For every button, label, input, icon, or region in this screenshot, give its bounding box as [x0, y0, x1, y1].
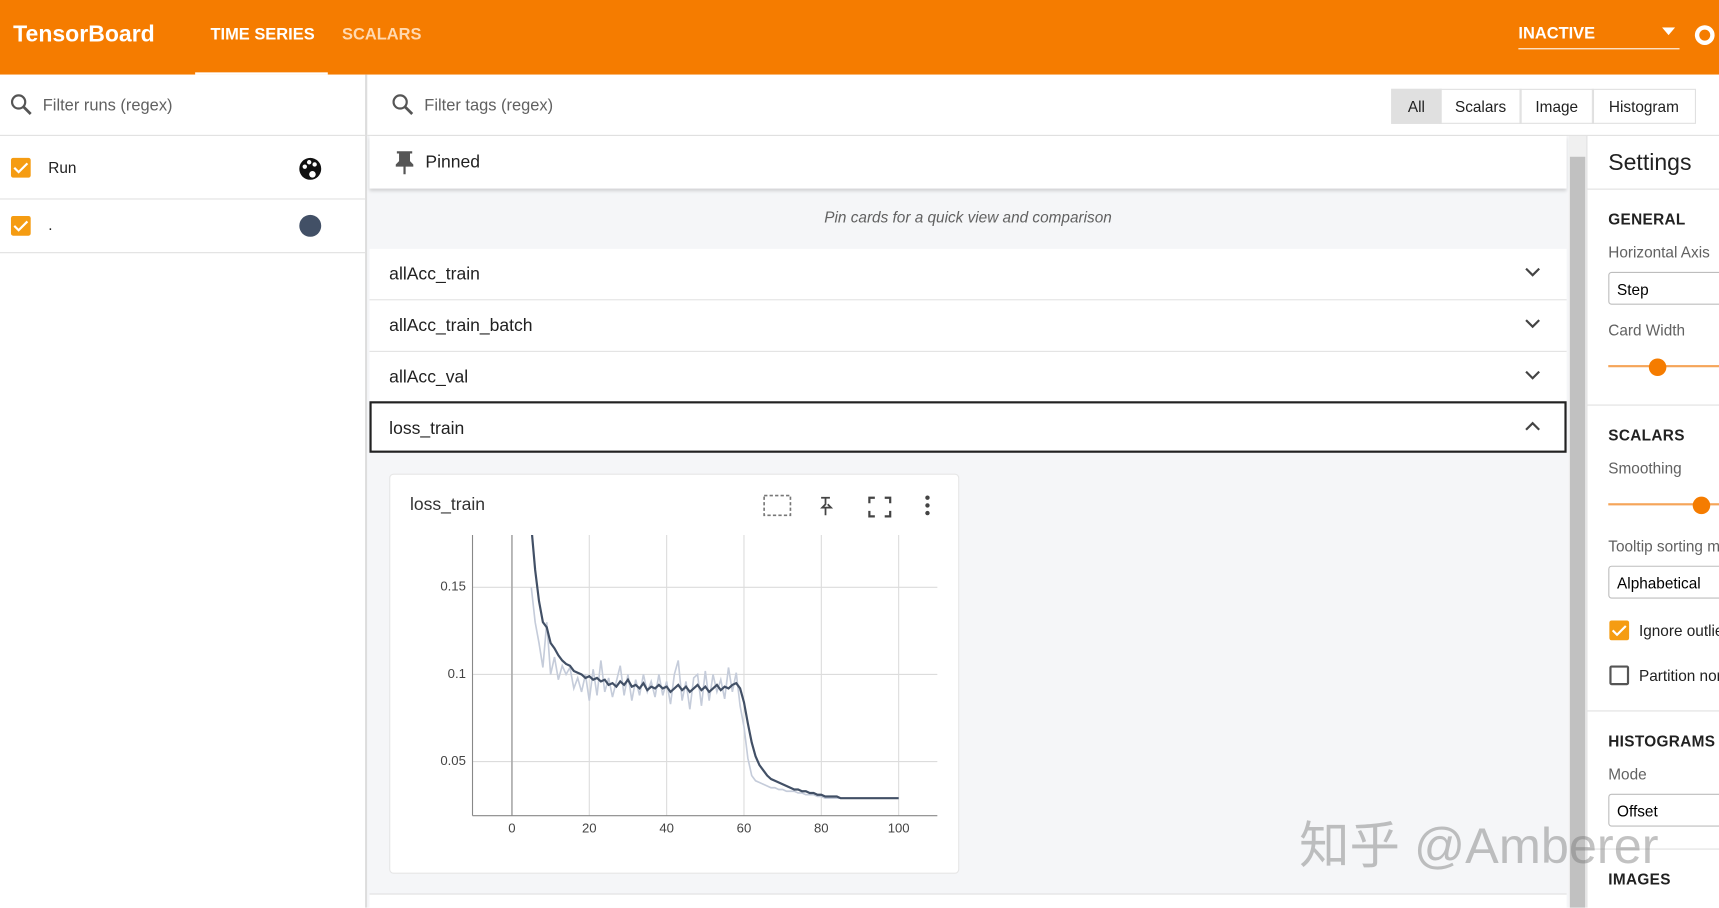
search-icon: [392, 94, 414, 115]
setting-label: Card Width: [1608, 321, 1686, 339]
type-button[interactable]: Image: [1519, 88, 1595, 124]
run-checkbox[interactable]: [10, 215, 31, 236]
ignore-outliers-checkbox[interactable]: [1609, 620, 1630, 641]
search-icon: [10, 94, 32, 115]
scrollbar-thumb[interactable]: [1569, 156, 1586, 908]
x-tick-label: 60: [737, 820, 752, 835]
tab[interactable]: TIME SERIES: [210, 25, 315, 44]
tag-group[interactable]: loss_train: [369, 401, 1567, 453]
divider: [1587, 188, 1719, 190]
divider: [1587, 404, 1719, 406]
group-name: allAcc_train: [389, 265, 480, 284]
pin-icon: [395, 151, 414, 175]
divider: [1586, 135, 1588, 908]
tag-group[interactable]: allAcc_train: [369, 248, 1567, 301]
tab-indicator: [195, 72, 328, 75]
divider: [1587, 710, 1719, 712]
dropdown-arrow: [1661, 27, 1676, 36]
divider: [0, 252, 366, 254]
type-button[interactable]: Histogram: [1591, 88, 1696, 124]
series-line: [530, 587, 899, 800]
next-group: [369, 893, 1567, 908]
type-button[interactable]: All: [1391, 88, 1442, 124]
group-name: allAcc_val: [389, 368, 469, 387]
card-toolbar: [763, 494, 930, 518]
group-name: allAcc_train_batch: [389, 316, 533, 336]
pinned-title: Pinned: [425, 153, 480, 173]
series-line: [530, 534, 899, 800]
x-tick-label: 20: [582, 820, 597, 835]
y-tick-label: 0.1: [448, 666, 466, 681]
partition-checkbox[interactable]: [1609, 665, 1630, 686]
watermark: 知乎 @Amberer: [1299, 816, 1659, 874]
setting-label: Smoothing: [1608, 459, 1682, 477]
run-filter[interactable]: Filter runs (regex): [42, 96, 173, 116]
section-heading: SCALARS: [1608, 426, 1685, 445]
section-heading: HISTOGRAMS: [1608, 732, 1716, 750]
setting-label: Tooltip sorting m: [1608, 537, 1719, 555]
tag-group[interactable]: allAcc_train_batch: [369, 300, 1567, 352]
slider-track: [1608, 503, 1719, 506]
tag-group[interactable]: allAcc_val: [369, 351, 1567, 404]
group-name: loss_train: [389, 419, 465, 439]
mode-select[interactable]: Offset: [1608, 793, 1719, 827]
x-tick-label: 100: [888, 820, 910, 835]
section-heading: GENERAL: [1608, 210, 1686, 229]
tab[interactable]: SCALARS: [342, 25, 422, 44]
setting-label: Partition nor: [1638, 666, 1719, 685]
pinned-empty: Pin cards for a quick view and compariso…: [824, 208, 1112, 226]
status-dropdown[interactable]: INACTIVE: [1518, 24, 1680, 50]
setting-label: Horizontal Axis: [1608, 243, 1710, 261]
slider-thumb[interactable]: [1648, 358, 1667, 377]
setting-label: Ignore outlie: [1638, 621, 1719, 640]
setting-label: Mode: [1608, 765, 1647, 783]
section-heading: IMAGES: [1608, 870, 1671, 889]
run-name: .: [48, 215, 53, 234]
tooltip-sorting-select[interactable]: Alphabetical: [1608, 565, 1719, 599]
type-button[interactable]: Scalars: [1439, 88, 1522, 124]
app-title: TensorBoard: [13, 21, 155, 48]
divider: [0, 134, 366, 136]
y-tick-label: 0.15: [440, 579, 466, 594]
theme-icon[interactable]: [1690, 21, 1719, 50]
pinned-header: [369, 135, 1567, 189]
horizontal-axis-select[interactable]: Step: [1608, 271, 1719, 305]
x-tick-label: 80: [814, 820, 829, 835]
divider: [0, 198, 366, 200]
x-tick-label: 0: [508, 820, 515, 835]
divider: [1587, 848, 1719, 850]
divider: [365, 74, 368, 908]
y-tick-label: 0.05: [440, 753, 466, 768]
tag-filter[interactable]: Filter tags (regex): [424, 96, 554, 116]
chart-card: loss_train 0.05 0.1 0.15 0 20 40 60 80 100: [389, 473, 960, 874]
divider: [367, 134, 1719, 136]
run-color[interactable]: [298, 214, 322, 238]
run-name: Run: [48, 158, 77, 177]
x-tick-label: 40: [659, 820, 674, 835]
slider-thumb[interactable]: [1692, 496, 1711, 515]
top-bar: [0, 0, 1719, 75]
settings-title: Settings: [1608, 150, 1692, 176]
chart: loss_train 0.05 0.1 0.15 0 20 40 60 80 100: [410, 494, 938, 835]
palette-icon[interactable]: [297, 156, 323, 182]
chart-title: loss_train: [410, 494, 485, 515]
run-checkbox[interactable]: [10, 157, 31, 178]
